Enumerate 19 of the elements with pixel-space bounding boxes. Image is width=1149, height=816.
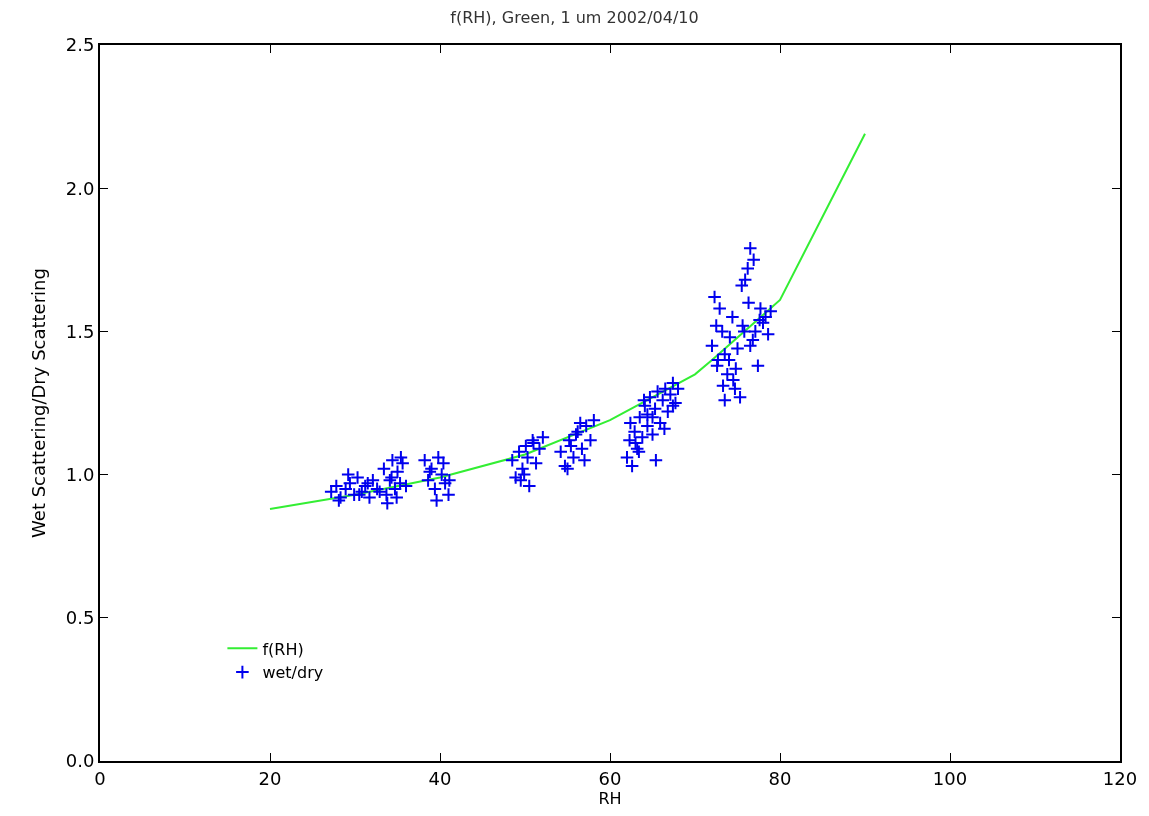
x-axis-title: RH (598, 788, 622, 808)
legend-label: wet/dry (262, 663, 324, 683)
y-tick-label: 0.5 (65, 607, 95, 629)
y-tick-label: 2.0 (65, 177, 95, 199)
line-series (269, 132, 866, 510)
x-tick-label: 100 (932, 767, 968, 789)
y-tick-label: 2.5 (65, 34, 95, 56)
x-tick-label: 120 (1102, 767, 1138, 789)
y-tick-label: 0.0 (65, 750, 95, 772)
x-tick-label: 0 (94, 767, 106, 789)
y-tick-label: 1.0 (65, 463, 95, 485)
x-tick-label: 80 (768, 767, 792, 789)
x-tick-label: 60 (598, 767, 622, 789)
x-tick-label: 20 (258, 767, 282, 789)
chart-title: f(RH), Green, 1 um 2002/04/10 (450, 8, 699, 28)
legend-label: f(RH) (262, 639, 304, 659)
x-tick-label: 40 (428, 767, 452, 789)
y-axis-title: Wet Scattering/Dry Scattering (28, 268, 50, 538)
y-tick-label: 1.5 (65, 320, 95, 342)
